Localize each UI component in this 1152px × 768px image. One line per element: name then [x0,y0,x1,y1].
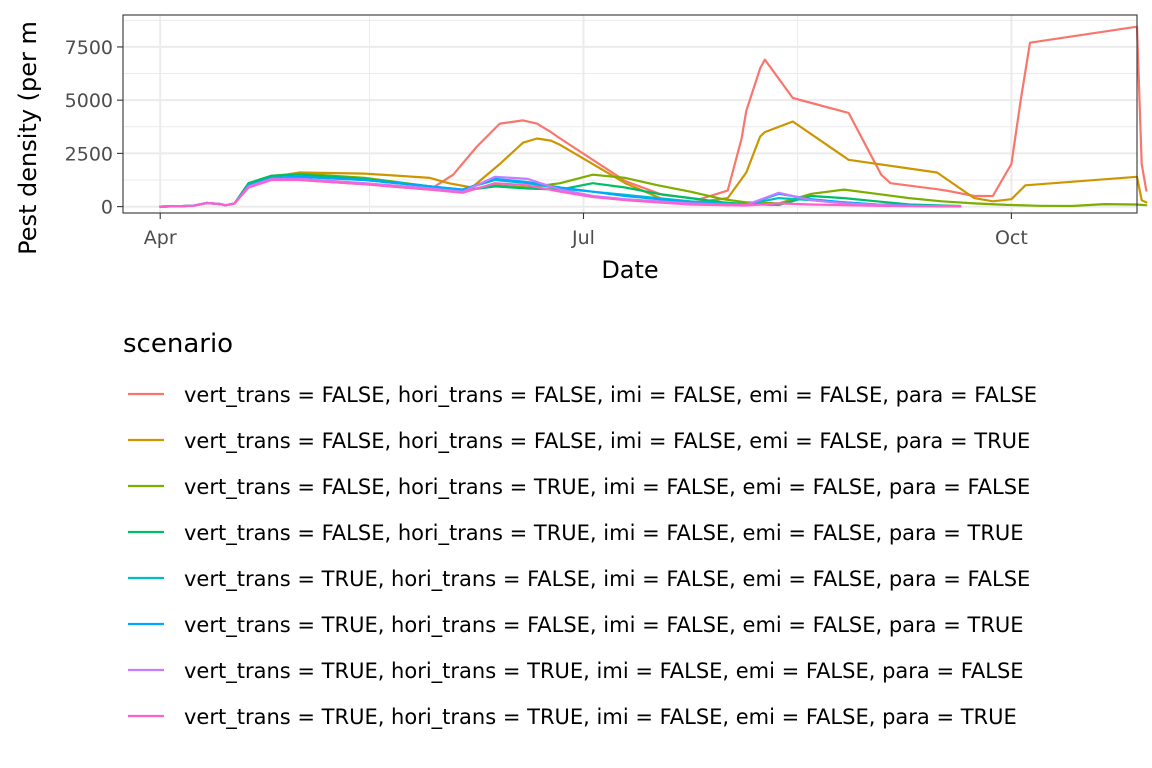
legend: vert_trans = FALSE, hori_trans = FALSE, … [128,383,1037,730]
series-line-8 [159,178,962,208]
legend-label-3: vert_trans = FALSE, hori_trans = TRUE, i… [184,475,1030,500]
y-tick-label: 2500 [65,143,113,165]
y-tick-label: 7500 [65,37,113,59]
x-tick-label: Oct [995,227,1028,249]
y-axis-title: Pest density (per m [14,21,42,255]
legend-title: scenario [123,329,233,359]
y-tick-label: 5000 [65,90,113,112]
plot-border [122,14,1138,214]
legend-label-7: vert_trans = TRUE, hori_trans = TRUE, im… [184,659,1024,684]
legend-label-4: vert_trans = FALSE, hori_trans = TRUE, i… [184,521,1024,546]
x-tick-label: Apr [144,227,177,249]
x-tick-label: Jul [571,227,595,249]
gridlines [123,15,1137,213]
legend-label-8: vert_trans = TRUE, hori_trans = TRUE, im… [184,705,1017,730]
y-tick-label: 0 [101,197,113,219]
series-lines [159,25,1148,208]
legend-label-1: vert_trans = FALSE, hori_trans = FALSE, … [184,383,1037,408]
x-axis-title: Date [601,256,658,284]
legend-label-5: vert_trans = TRUE, hori_trans = FALSE, i… [184,567,1030,592]
axis-ticks: Apr Jul Oct 0 2500 5000 7500 [65,37,1028,249]
legend-label-2: vert_trans = FALSE, hori_trans = FALSE, … [184,429,1030,454]
legend-label-6: vert_trans = TRUE, hori_trans = FALSE, i… [184,613,1024,638]
